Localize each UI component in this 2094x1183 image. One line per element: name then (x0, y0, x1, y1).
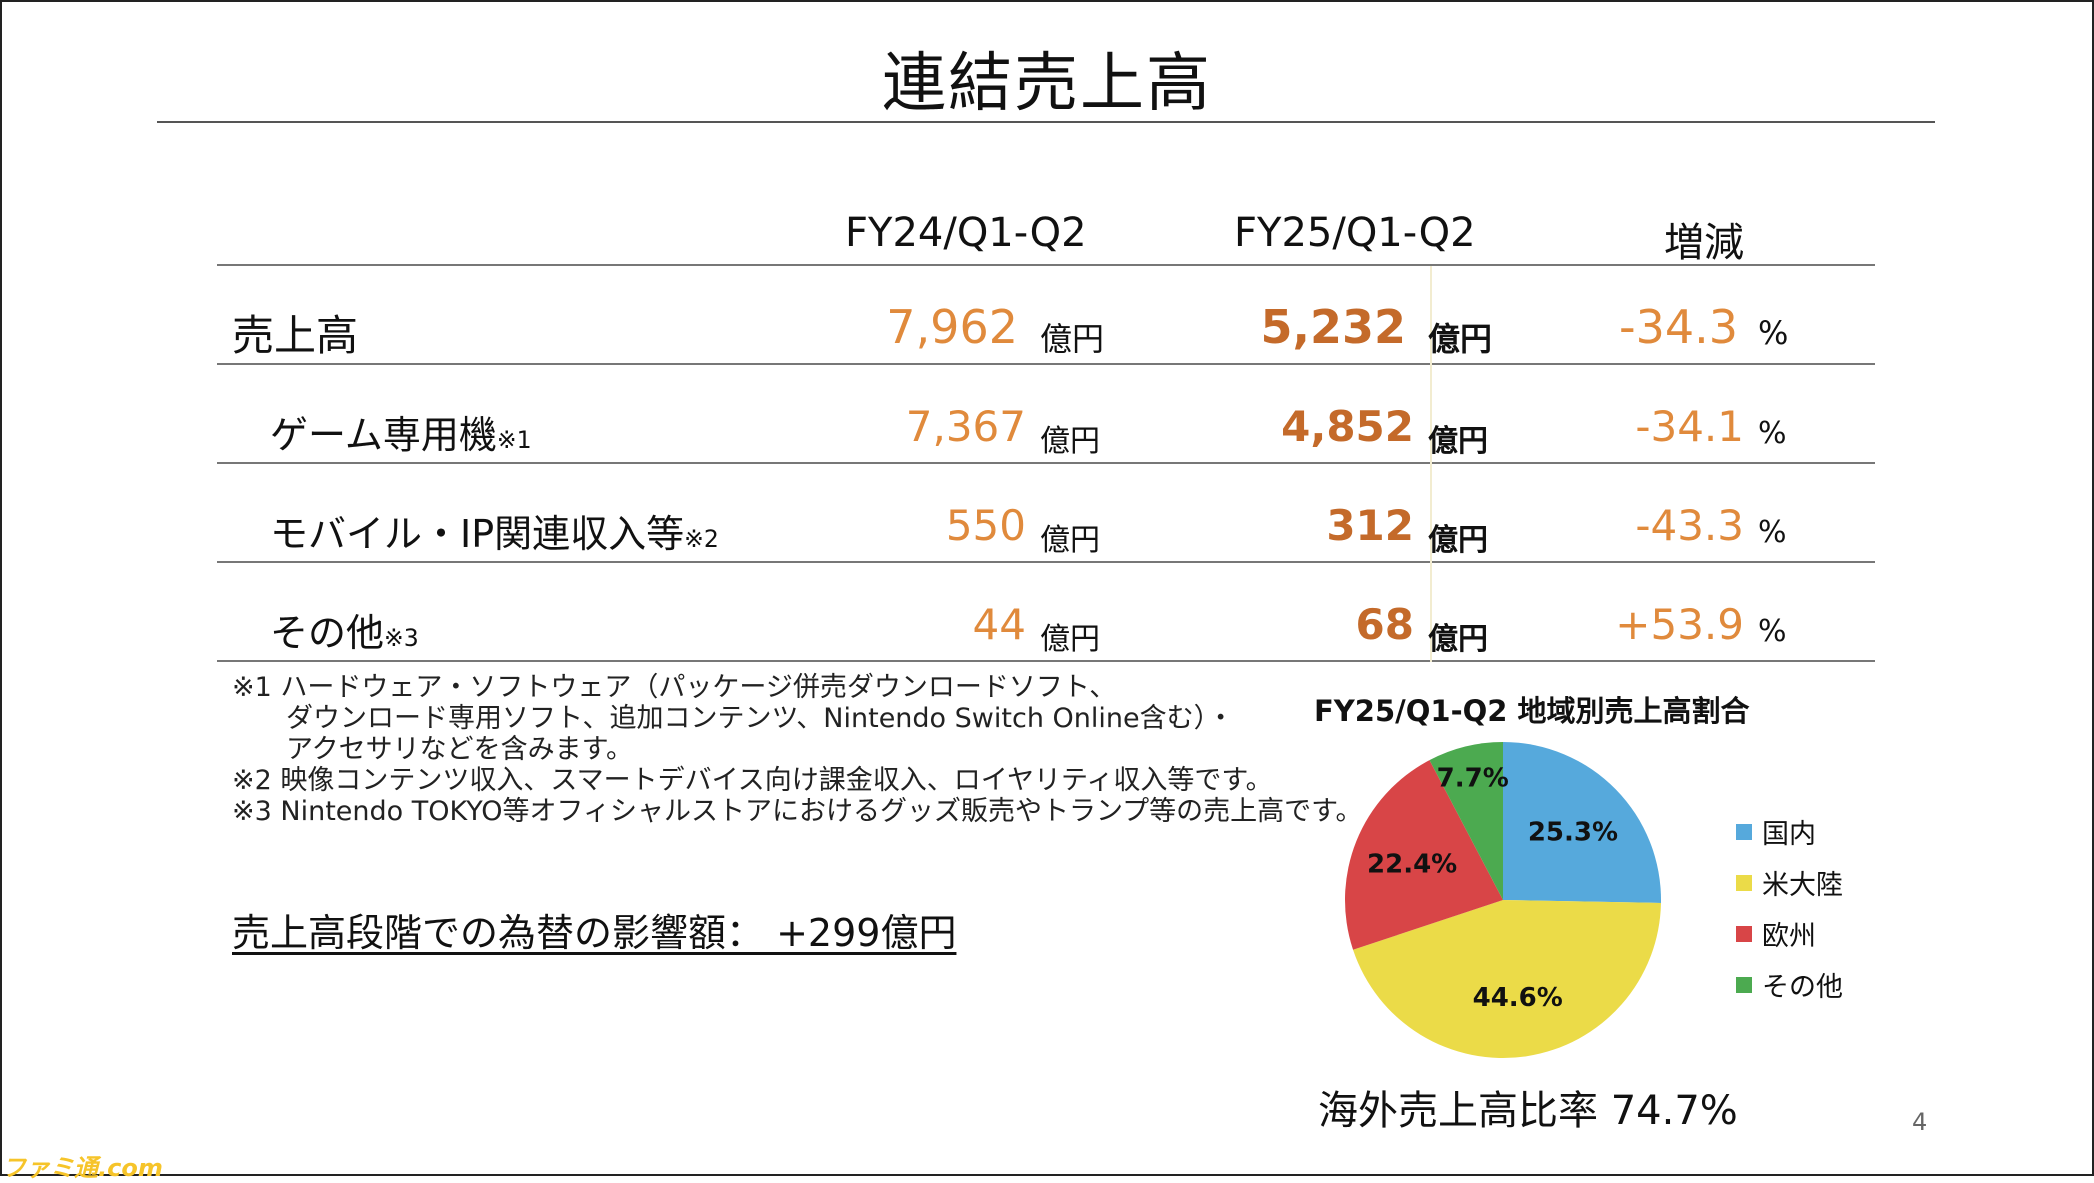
table-rule (217, 363, 1875, 365)
prev-value: 44 (972, 600, 1026, 649)
slice-domestic (1503, 742, 1661, 903)
slice-europe (1345, 760, 1503, 950)
prev-value: 7,367 (905, 402, 1026, 451)
slice-americas (1353, 900, 1661, 1058)
overseas-sales-ratio: 海外売上高比率 74.7% (1318, 1088, 1738, 1134)
change-value: -34.3 (1618, 300, 1738, 354)
change-value: +53.9 (1615, 600, 1744, 649)
column-header-change: 増減 (1664, 220, 1744, 266)
page-title: 連結売上高 (882, 47, 1212, 121)
footnote-line: ダウンロード専用ソフト、追加コンテンツ、Nintendo Switch Onli… (232, 703, 1235, 734)
footnote-line: ※3 Nintendo TOKYO等オフィシャルストアにおけるグッズ販売やトラン… (232, 796, 1363, 827)
curr-unit: 億円 (1428, 320, 1493, 358)
legend-item-americas: 米大陸 (1736, 857, 1843, 908)
prev-unit: 億円 (1040, 424, 1100, 459)
curr-value: 68 (1355, 600, 1414, 649)
column-header-curr: FY25/Q1-Q2 (1234, 210, 1476, 256)
legend-swatch (1736, 976, 1752, 993)
column-header-prev: FY24/Q1-Q2 (845, 210, 1087, 256)
table-rule (217, 264, 1875, 266)
slice-other (1429, 742, 1503, 900)
footnotes: ※1 ハードウェア・ソフトウェア（パッケージ併売ダウンロードソフト、 ダウンロー… (232, 672, 1362, 827)
footnote-line: アクセサリなどを含みます。 (232, 734, 633, 765)
slice-label: 7.7% (1437, 763, 1509, 793)
curr-value: 5,232 (1260, 300, 1406, 354)
legend-swatch (1736, 823, 1752, 840)
slice-label: 44.6% (1473, 983, 1563, 1013)
change-value: -43.3 (1635, 501, 1744, 550)
page-number: 4 (1912, 1108, 1928, 1136)
pie-chart-title: FY25/Q1-Q2 地域別売上高割合 (1314, 694, 1750, 728)
legend-swatch (1736, 925, 1752, 942)
change-unit: % (1758, 314, 1789, 352)
footnote-line: ※2 映像コンテンツ収入、スマートデバイス向け課金収入、ロイヤリティ収入等です。 (232, 765, 1273, 796)
table-rule (217, 561, 1875, 563)
prev-unit: 億円 (1040, 320, 1105, 358)
legend-item-europe: 欧州 (1736, 908, 1843, 959)
curr-unit: 億円 (1428, 424, 1488, 459)
row-label: ゲーム専用機※1 (270, 413, 532, 457)
legend-item-domestic: 国内 (1736, 806, 1843, 857)
footnote-line: ※1 ハードウェア・ソフトウェア（パッケージ併売ダウンロードソフト、 (232, 672, 1117, 703)
legend-item-other: その他 (1736, 959, 1843, 1010)
prev-value: 7,962 (886, 300, 1018, 354)
row-label: モバイル・IP関連収入等※2 (270, 512, 719, 556)
change-unit: % (1758, 614, 1787, 649)
prev-unit: 億円 (1040, 622, 1100, 657)
row-label: その他※3 (270, 611, 419, 655)
column-guide (1430, 266, 1432, 662)
table-rule (217, 660, 1875, 662)
curr-unit: 億円 (1428, 523, 1488, 558)
prev-value: 550 (945, 501, 1026, 550)
pie-legend: 国内 米大陸 欧州 その他 (1736, 806, 1843, 1010)
change-value: -34.1 (1635, 402, 1744, 451)
fx-impact-text: 売上高段階での為替の影響額： +299億円 (232, 911, 957, 955)
regional-sales-pie-chart: 25.3% 44.6% 22.4% 7.7% (1345, 742, 1661, 1058)
change-unit: % (1758, 416, 1787, 451)
curr-unit: 億円 (1428, 622, 1488, 657)
prev-unit: 億円 (1040, 523, 1100, 558)
table-rule (217, 462, 1875, 464)
legend-swatch (1736, 874, 1752, 891)
slice-label: 25.3% (1528, 817, 1618, 847)
slice-label: 22.4% (1367, 849, 1457, 879)
row-label: 売上高 (232, 311, 359, 360)
curr-value: 4,852 (1281, 402, 1414, 451)
watermark-logo: ファミ通.com (2, 1154, 163, 1182)
curr-value: 312 (1326, 501, 1414, 550)
title-divider (157, 121, 1935, 123)
change-unit: % (1758, 515, 1787, 550)
